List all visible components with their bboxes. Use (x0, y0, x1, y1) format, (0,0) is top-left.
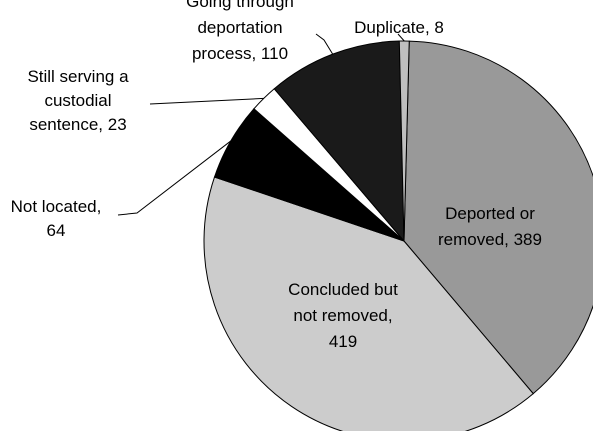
data-label-line: Concluded but (288, 280, 398, 299)
data-label-line: process, 110 (192, 44, 288, 63)
data-label-line: custodial (44, 91, 111, 110)
data-label-line: removed, 389 (438, 230, 542, 249)
data-label-line: Deported or (445, 204, 535, 223)
leader-line-going-through-deportation-process (316, 34, 333, 54)
data-label-going-through-deportation-process: Going through deportation process, 110 (186, 0, 294, 63)
data-label-line: not removed, (293, 306, 392, 325)
data-label-not-located: Not located, 64 (11, 197, 102, 240)
data-label-line: sentence, 23 (29, 115, 126, 134)
data-label-line: 64 (47, 221, 66, 240)
leader-line-still-serving-a-custodial-sentence (150, 98, 264, 104)
data-label-line: Going through (186, 0, 294, 11)
data-label-line: deportation (197, 18, 282, 37)
data-label-still-serving-a-custodial-sentence: Still serving a custodial sentence, 23 (27, 67, 129, 134)
data-label-line: Not located, (11, 197, 102, 216)
data-label-line: Still serving a (27, 67, 129, 86)
data-label-duplicate: Duplicate, 8 (354, 18, 444, 37)
data-label-line: 419 (329, 332, 357, 351)
data-label-line: Duplicate, 8 (354, 18, 444, 37)
